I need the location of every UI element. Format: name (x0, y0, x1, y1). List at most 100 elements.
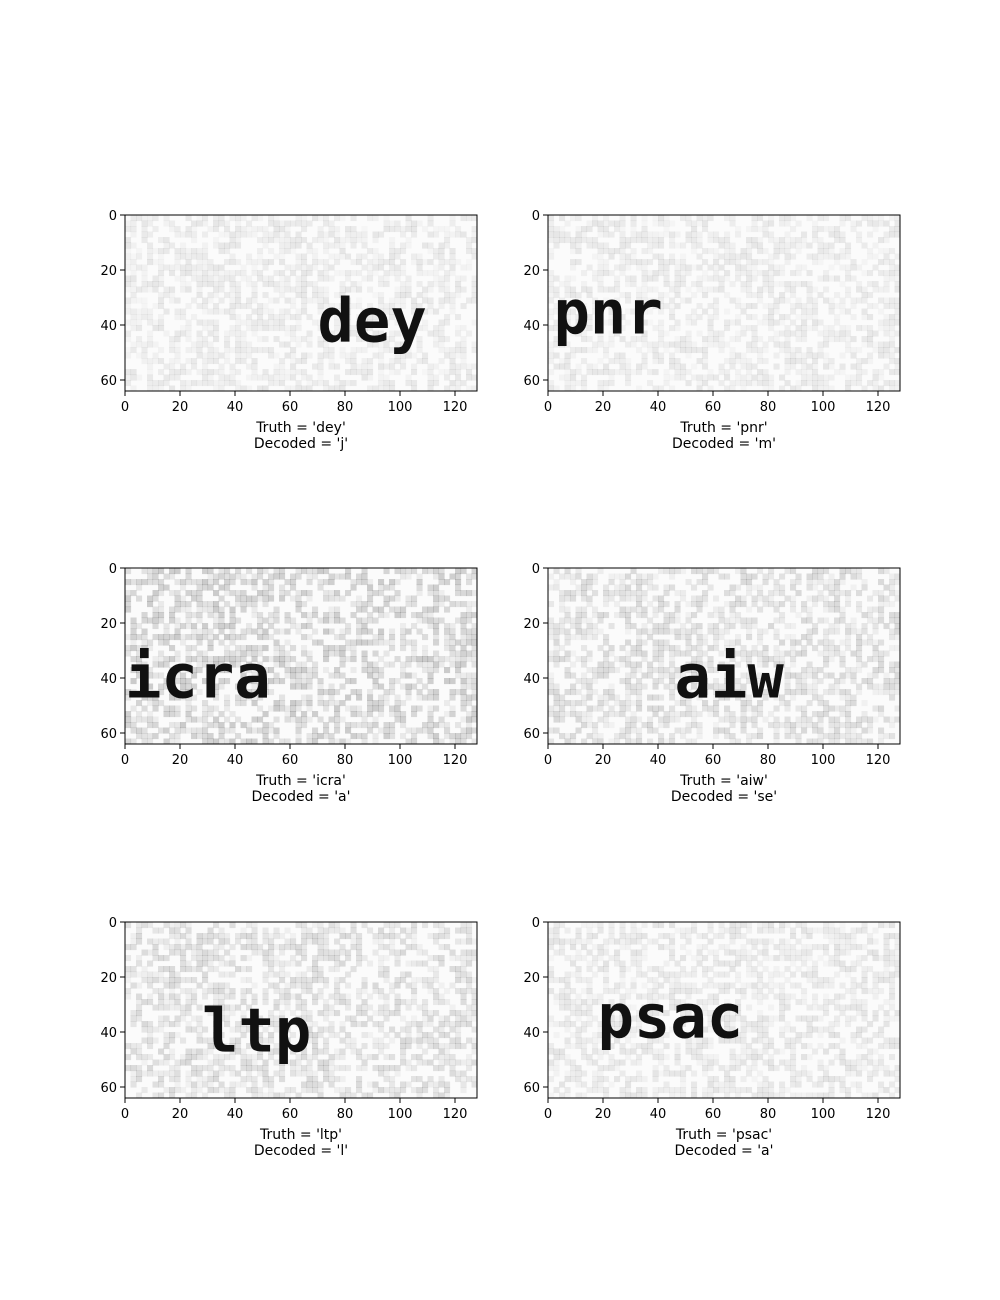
noise-cell (295, 568, 302, 575)
noise-cell (378, 944, 385, 951)
noise-cell (427, 220, 434, 227)
noise-cell (878, 612, 885, 619)
noise-cell (427, 385, 434, 391)
noise-cell (466, 364, 472, 370)
noise-cell (306, 738, 313, 744)
noise-cell (713, 259, 720, 266)
noise-cell (713, 623, 720, 630)
noise-cell (411, 939, 417, 945)
noise-cell (230, 298, 236, 304)
noise-cell (207, 634, 214, 641)
noise-cell (856, 358, 863, 365)
noise-cell (427, 259, 434, 266)
noise-cell (191, 683, 198, 690)
noise-cell (883, 595, 890, 602)
noise-cell (229, 308, 236, 315)
noise-cell (427, 380, 434, 387)
noise-cell (724, 253, 731, 260)
noise-cell (713, 634, 720, 641)
noise-cell (773, 606, 780, 613)
noise-cell (559, 341, 566, 348)
noise-cell (202, 270, 209, 277)
noise-cell (664, 226, 670, 232)
noise-cell (702, 700, 709, 707)
noise-cell (581, 645, 588, 652)
noise-cell (603, 661, 610, 668)
noise-cell (240, 650, 247, 657)
noise-cell (433, 733, 440, 740)
noise-cell (279, 254, 285, 260)
noise-cell (460, 568, 467, 575)
noise-cell (575, 259, 582, 266)
noise-cell (834, 314, 840, 320)
noise-cell (317, 938, 324, 945)
noise-cell (301, 286, 308, 293)
noise-cell (290, 617, 297, 624)
noise-cell (575, 568, 582, 575)
noise-cell (361, 738, 368, 744)
noise-cell (433, 364, 439, 370)
noise-cell (850, 733, 857, 740)
noise-cell (427, 656, 434, 663)
noise-cell (136, 716, 143, 723)
noise-cell (878, 297, 885, 304)
noise-cell (328, 922, 335, 929)
noise-cell (438, 601, 445, 608)
noise-cell (636, 237, 643, 244)
noise-cell (273, 672, 280, 679)
noise-cell (460, 672, 467, 679)
noise-cell (856, 606, 863, 613)
noise-cell (696, 628, 703, 635)
noise-cell (427, 612, 434, 619)
noise-cell (779, 341, 786, 348)
noise-cell (707, 275, 714, 282)
noise-cell (235, 231, 242, 238)
noise-cell (564, 231, 571, 238)
noise-cell (707, 374, 714, 381)
noise-cell (548, 297, 555, 304)
noise-cell (202, 933, 209, 940)
noise-cell (735, 369, 741, 375)
noise-cell (257, 303, 264, 310)
noise-cell (861, 242, 868, 249)
x-tick-label: 0 (544, 753, 552, 768)
noise-cell (323, 727, 330, 734)
noise-cell (856, 689, 863, 696)
noise-cell (861, 358, 868, 365)
noise-cell (416, 573, 423, 580)
noise-cell (603, 672, 610, 679)
noise-cell (213, 949, 220, 956)
noise-cell (597, 341, 604, 348)
noise-cell (729, 220, 736, 227)
noise-cell (180, 960, 187, 967)
noise-cell (680, 700, 687, 707)
noise-cell (202, 281, 209, 288)
noise-cell (268, 949, 275, 956)
noise-cell (251, 584, 258, 591)
noise-cell (631, 369, 637, 375)
noise-cell (411, 253, 418, 260)
noise-cell (553, 286, 560, 293)
noise-cell (306, 242, 313, 249)
noise-cell (389, 733, 396, 740)
noise-cell (323, 590, 330, 597)
noise-cell (279, 573, 286, 580)
noise-cell (444, 700, 451, 707)
noise-cell (295, 385, 302, 391)
noise-cell (246, 220, 253, 227)
noise-cell (196, 639, 203, 646)
noise-cell (136, 933, 143, 940)
noise-cell (575, 689, 582, 696)
noise-cell (268, 678, 275, 685)
noise-cell (235, 650, 242, 657)
noise-cell (350, 259, 357, 266)
noise-cell (339, 617, 346, 624)
noise-cell (284, 650, 291, 657)
noise-cell (455, 722, 462, 729)
noise-cell (213, 722, 220, 729)
noise-cell (674, 303, 681, 310)
noise-cell (553, 650, 560, 657)
noise-cell (625, 364, 631, 370)
noise-cell (213, 612, 220, 619)
noise-cell (817, 595, 824, 602)
